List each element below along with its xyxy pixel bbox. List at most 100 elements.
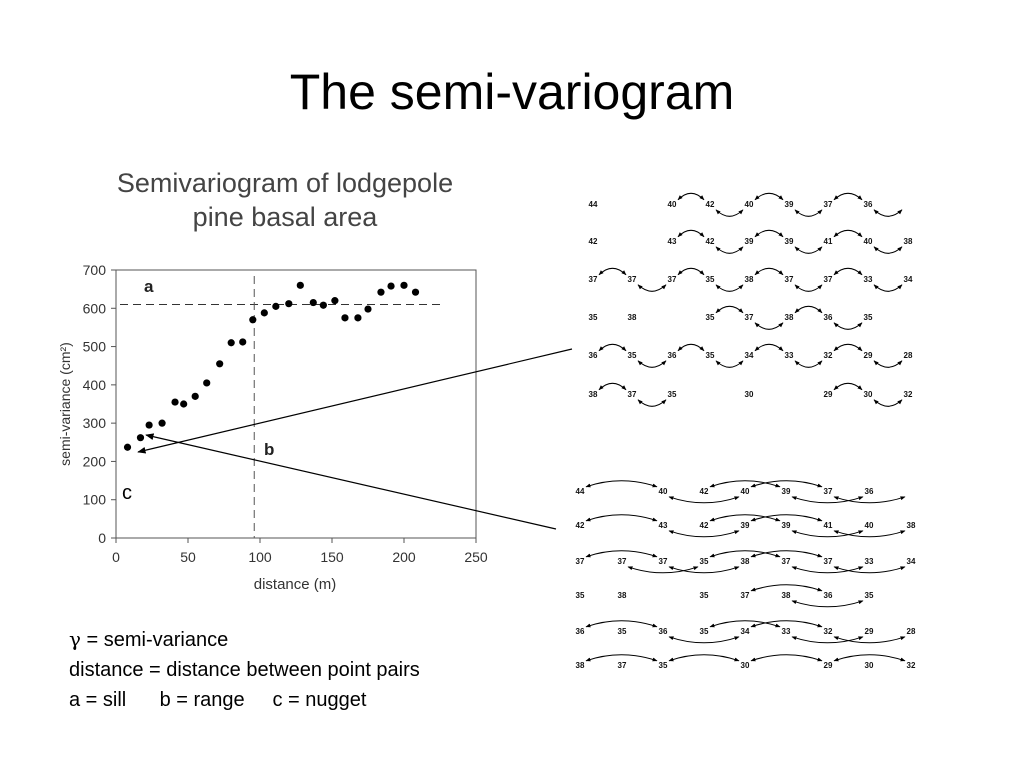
pair-arc [715,209,744,217]
pair-arc [677,267,705,276]
data-point [272,302,280,310]
grid-value: 35 [618,627,627,636]
grid-value: 28 [907,627,916,636]
grid-value: 42 [700,521,709,530]
pair-arc [754,229,784,238]
pair-arc [668,636,740,644]
data-point [331,297,339,305]
x-tick-label: 200 [392,549,416,565]
caption-line-1: γ = semi-variance [69,624,420,655]
x-tick-label: 50 [180,549,196,565]
data-point [191,392,199,400]
pair-arc [791,530,864,538]
pointer-line-large-lag [145,433,557,530]
grid-value: 35 [659,661,668,670]
grid-value: 38 [745,275,754,284]
chart-title: Semivariogram of lodgepole pine basal ar… [60,166,510,234]
data-point [239,338,247,346]
pair-arc [873,246,903,254]
pair-arc [754,192,784,201]
pair-arc [833,192,863,201]
pair-arc [833,229,863,238]
x-tick-label: 150 [320,549,344,565]
gamma-symbol: γ [69,627,81,651]
pair-arc [750,584,823,592]
pair-arc [833,322,863,330]
grid-value: 35 [706,351,715,360]
y-tick-label: 0 [98,530,106,546]
grid-value: 36 [668,351,677,360]
grid-value: 35 [700,627,709,636]
pointer-line-small-lag [137,348,573,454]
chart-axes: 0 50 100 150 200 250 0 100 200 300 400 500 600 700 [83,262,488,565]
grid-value: 30 [864,390,873,399]
grid-value: 38 [589,390,598,399]
grid-value: 39 [785,237,794,246]
y-axis-label: semi-variance (cm²) [57,342,73,466]
grid-value: 37 [782,557,791,566]
data-point [285,300,293,308]
grid-value: 37 [785,275,794,284]
grid-value: 37 [589,275,598,284]
data-point [341,314,349,322]
lag-grid-small: 44 40 42 40 39 37 36 42 43 42 39 39 41 40 38 37 37 37 35 38… [589,192,913,407]
data-point [354,314,362,322]
data-point [309,298,317,307]
grid-value: 33 [864,275,873,284]
pair-arc [585,514,658,522]
data-point [123,443,132,451]
grid-value: 34 [907,557,916,566]
pair-arc [794,209,823,217]
grid-value: 44 [589,200,598,209]
pair-arc [791,566,864,574]
pair-arc [598,267,627,276]
grid-value: 38 [576,661,585,670]
pair-arc [585,550,658,558]
pair-arc [598,382,627,391]
y-tick-label: 600 [83,300,107,316]
grid-value: 28 [904,351,913,360]
data-point [411,288,420,296]
grid-value: 36 [576,627,585,636]
caption-line-3: a = sill b = range c = nugget [69,689,367,711]
data-point [145,421,153,429]
grid-value: 35 [864,313,873,322]
chart-title-line-2: pine basal area [192,202,378,232]
grid-value: 30 [741,661,750,670]
pair-arc [754,267,784,276]
pair-arc [791,636,864,644]
pair-arc [585,620,658,628]
grid-value: 32 [824,627,833,636]
data-point [319,301,327,309]
pair-arc [709,514,781,522]
pair-arc [585,480,658,488]
pair-arc [833,343,863,352]
nugget-label: c [122,482,132,504]
data-point [400,281,408,289]
caption: γ = semi-variance distance = distance be… [69,624,420,715]
grid-value: 42 [589,237,598,246]
pair-arc [677,192,705,201]
grid-value: 37 [824,275,833,284]
grid-value: 33 [785,351,794,360]
pair-arc [677,229,705,238]
range-label: b [264,440,274,459]
grid-value: 42 [576,521,585,530]
grid-value: 38 [782,591,791,600]
y-tick-label: 400 [83,377,107,393]
grid-value: 35 [700,557,709,566]
pair-arc [715,305,744,314]
grid-value: 36 [659,627,668,636]
grid-value: 37 [576,557,585,566]
grid-value: 38 [785,313,794,322]
grid-value: 37 [745,313,754,322]
grid-value: 35 [668,390,677,399]
data-point [171,398,179,406]
grid-value: 40 [865,521,874,530]
grid-value: 40 [659,487,668,496]
caption-line-1-text: = semi-variance [80,629,229,651]
grid-value: 42 [706,237,715,246]
grid-value: 33 [865,557,874,566]
grid-value: 43 [668,237,677,246]
